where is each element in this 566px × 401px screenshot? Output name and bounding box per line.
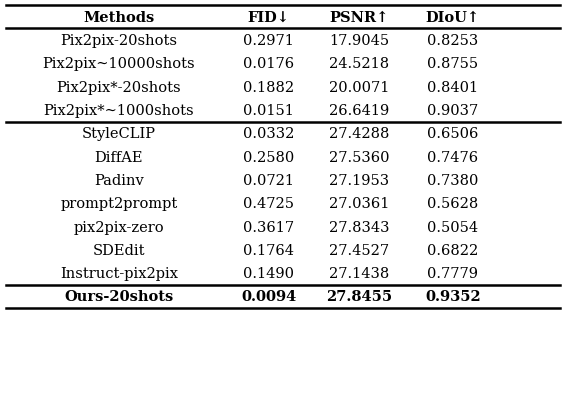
Text: 0.6506: 0.6506: [427, 127, 478, 141]
Text: Pix2pix-20shots: Pix2pix-20shots: [61, 34, 177, 48]
Text: Pix2pix*∼1000shots: Pix2pix*∼1000shots: [44, 104, 194, 117]
Text: Pix2pix∼10000shots: Pix2pix∼10000shots: [42, 57, 195, 71]
Text: 0.5054: 0.5054: [427, 220, 478, 234]
Text: 0.1882: 0.1882: [243, 81, 294, 94]
Text: 0.0721: 0.0721: [243, 174, 294, 187]
Text: 27.4527: 27.4527: [329, 243, 389, 257]
Text: 0.1764: 0.1764: [243, 243, 294, 257]
Text: Instruct-pix2pix: Instruct-pix2pix: [60, 267, 178, 280]
Text: 0.7779: 0.7779: [427, 267, 478, 280]
Text: 0.8253: 0.8253: [427, 34, 478, 48]
Text: pix2pix-zero: pix2pix-zero: [74, 220, 164, 234]
Text: StyleCLIP: StyleCLIP: [82, 127, 156, 141]
Text: 17.9045: 17.9045: [329, 34, 389, 48]
Text: 27.5360: 27.5360: [329, 150, 389, 164]
Text: Padinv: Padinv: [94, 174, 144, 187]
Text: 27.8343: 27.8343: [329, 220, 389, 234]
Text: 0.8755: 0.8755: [427, 57, 478, 71]
Text: DiffAE: DiffAE: [95, 150, 143, 164]
Text: 0.8401: 0.8401: [427, 81, 478, 94]
Text: 24.5218: 24.5218: [329, 57, 389, 71]
Text: 26.6419: 26.6419: [329, 104, 389, 117]
Text: 0.0094: 0.0094: [241, 290, 297, 304]
Text: prompt2prompt: prompt2prompt: [60, 197, 178, 211]
Text: 0.6822: 0.6822: [427, 243, 478, 257]
Text: 27.1953: 27.1953: [329, 174, 389, 187]
Text: 27.4288: 27.4288: [329, 127, 389, 141]
Text: 0.9352: 0.9352: [425, 290, 481, 304]
Text: 0.7476: 0.7476: [427, 150, 478, 164]
Text: Methods: Methods: [83, 11, 155, 24]
Text: 0.1490: 0.1490: [243, 267, 294, 280]
Text: 0.9037: 0.9037: [427, 104, 478, 117]
Text: SDEdit: SDEdit: [93, 243, 145, 257]
Text: 0.2580: 0.2580: [243, 150, 294, 164]
Text: FID↓: FID↓: [248, 11, 290, 24]
Text: 0.5628: 0.5628: [427, 197, 478, 211]
Text: 27.1438: 27.1438: [329, 267, 389, 280]
Text: 0.3617: 0.3617: [243, 220, 294, 234]
Text: DIoU↑: DIoU↑: [426, 11, 480, 24]
Text: 27.0361: 27.0361: [329, 197, 389, 211]
Text: 0.4725: 0.4725: [243, 197, 294, 211]
Text: 20.0071: 20.0071: [329, 81, 389, 94]
Text: 0.0151: 0.0151: [243, 104, 294, 117]
Text: 0.2971: 0.2971: [243, 34, 294, 48]
Text: PSNR↑: PSNR↑: [330, 11, 389, 24]
Text: 27.8455: 27.8455: [327, 290, 392, 304]
Text: 0.0176: 0.0176: [243, 57, 294, 71]
Text: 0.7380: 0.7380: [427, 174, 478, 187]
Text: Pix2pix*-20shots: Pix2pix*-20shots: [57, 81, 181, 94]
Text: Ours-20shots: Ours-20shots: [64, 290, 174, 304]
Text: 0.0332: 0.0332: [243, 127, 294, 141]
